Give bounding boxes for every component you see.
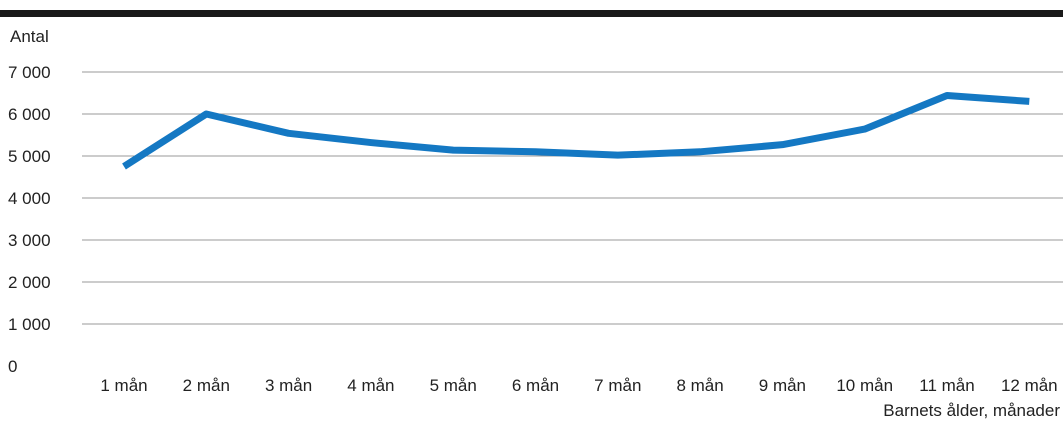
x-tick-label: 12 mån — [1001, 376, 1058, 395]
x-axis-title: Barnets ålder, månader — [883, 401, 1060, 420]
y-axis-title: Antal — [10, 27, 49, 46]
x-tick-label: 8 mån — [676, 376, 723, 395]
x-tick-labels: 1 mån 2 mån 3 mån 4 mån 5 mån 6 mån 7 mån 8 mån… — [100, 376, 1057, 395]
y-tick-label: 4 000 — [8, 189, 51, 208]
x-tick-label: 11 mån — [919, 376, 974, 395]
y-tick-label: 7 000 — [8, 63, 51, 82]
y-tick-labels: 0 1 000 2 000 3 000 4 000 5 000 6 000 7 000 — [8, 63, 51, 376]
series-line-0 — [122, 92, 1030, 170]
y-tick-label: 0 — [8, 357, 17, 376]
y-tick-label: 5 000 — [8, 147, 51, 166]
x-tick-label: 4 mån — [347, 376, 394, 395]
series-group — [122, 92, 1030, 170]
y-tick-label: 3 000 — [8, 231, 51, 250]
x-tick-label: 10 mån — [836, 376, 893, 395]
x-tick-label: 9 mån — [759, 376, 806, 395]
x-tick-label: 2 mån — [183, 376, 230, 395]
x-tick-label: 1 mån — [100, 376, 147, 395]
x-tick-label: 5 mån — [430, 376, 477, 395]
top-rule — [0, 10, 1063, 17]
x-tick-label: 3 mån — [265, 376, 312, 395]
x-tick-label: 6 mån — [512, 376, 559, 395]
y-tick-label: 6 000 — [8, 105, 51, 124]
y-tick-label: 2 000 — [8, 273, 51, 292]
y-tick-label: 1 000 — [8, 315, 51, 334]
x-tick-label: 7 mån — [594, 376, 641, 395]
